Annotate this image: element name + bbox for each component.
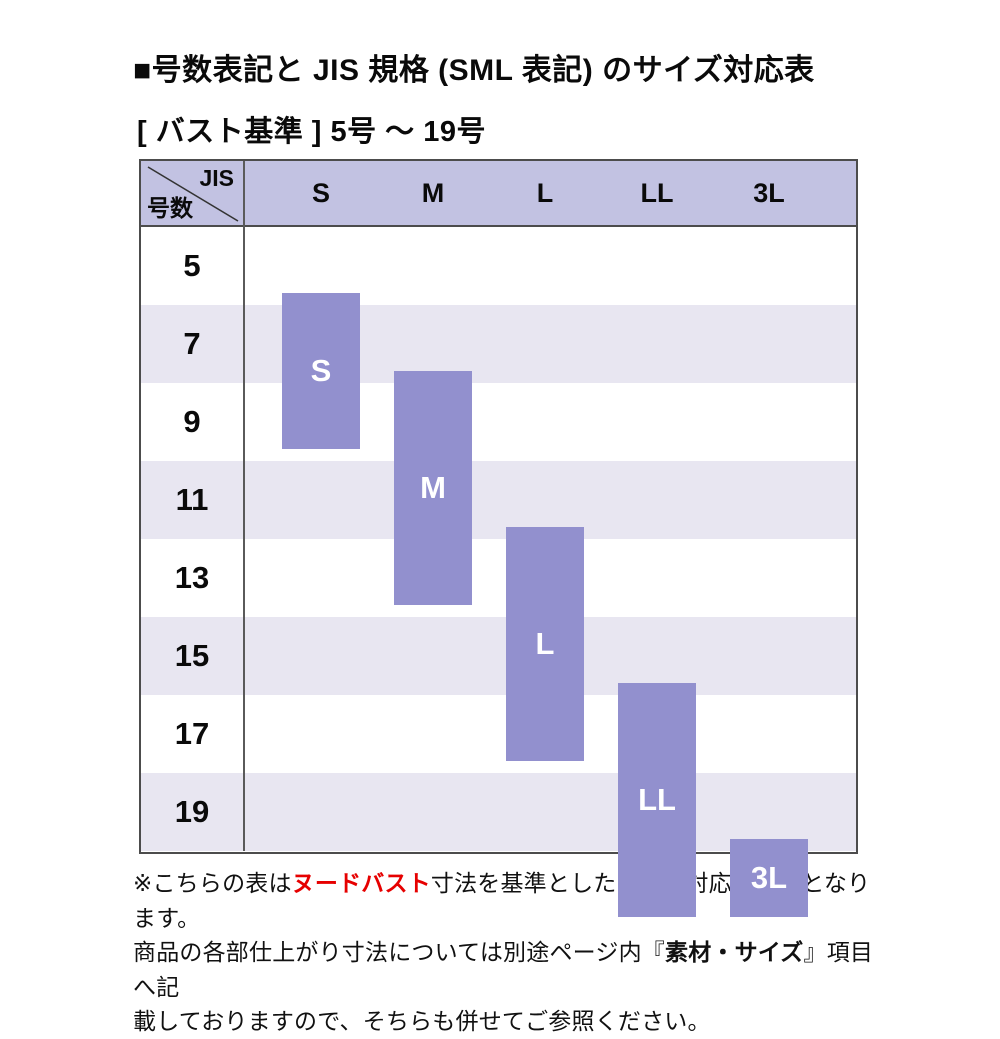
bar-label-l: L (535, 626, 555, 661)
row-label-15: 15 (174, 638, 210, 673)
column-header-s: S (311, 178, 330, 208)
size-span-bar-ll: LL (618, 683, 696, 917)
table-row-11: 11 (141, 461, 856, 539)
table-row-5: 5 (141, 227, 856, 305)
column-header-l: L (536, 178, 554, 208)
size-span-bar-m: M (394, 371, 472, 605)
footnote-line-2: 商品の各部仕上がり寸法については別途ページ内『素材・サイズ』項目へ記 (133, 935, 878, 1004)
size-span-bar-l: L (506, 527, 584, 761)
page-title: ■号数表記と JIS 規格 (SML 表記) のサイズ対応表 (133, 54, 815, 87)
table-header-row: JIS 号数 S M L LL 3L (141, 161, 856, 227)
corner-label-gosu: 号数 (147, 195, 193, 221)
first-column-separator (243, 161, 245, 851)
table-row-9: 9 (141, 383, 856, 461)
row-label-17: 17 (174, 716, 210, 751)
row-label-9: 9 (183, 404, 201, 439)
bar-label-m: M (420, 470, 446, 505)
table-body: 5 7 9 11 13 15 17 19 S M L LL 3L (141, 161, 856, 917)
table-row-13: 13 (141, 539, 856, 617)
footnote-line1-prefix: ※こちらの表は (133, 870, 292, 896)
footnote-bold-material-size: 素材・サイズ (665, 939, 804, 965)
footnote-highlight-nude-bust: ヌードバスト (291, 870, 431, 896)
size-span-bar-s: S (282, 293, 360, 449)
column-header-m: M (421, 178, 445, 208)
table-row-19: 19 (141, 773, 856, 851)
size-span-bar-3l: 3L (730, 839, 808, 917)
page-subtitle: [ バスト基準 ] 5号 〜 19号 (137, 116, 486, 148)
footnote-line2-suffix: 』項目へ記 (133, 939, 874, 1000)
column-header-3l: 3L (753, 178, 785, 208)
footnote-line-3: 載しておりますので、そちらも併せてご参照ください。 (133, 1008, 711, 1034)
bar-label-3l: 3L (750, 860, 788, 895)
bar-label-ll: LL (638, 782, 676, 817)
corner-cell: JIS 号数 (141, 161, 243, 225)
row-label-11: 11 (175, 482, 209, 517)
table-row-15: 15 (141, 617, 856, 695)
row-label-13: 13 (174, 560, 210, 595)
row-label-5: 5 (183, 248, 201, 283)
diagonal-divider-line (147, 166, 239, 222)
size-correspondence-table: JIS 号数 S M L LL 3L 5 7 9 11 13 15 17 19 … (139, 159, 858, 917)
row-label-19: 19 (174, 794, 210, 829)
table-row-17: 17 (141, 695, 856, 773)
column-header-ll: LL (640, 178, 674, 208)
row-label-7: 7 (183, 326, 201, 361)
corner-label-jis: JIS (199, 165, 234, 191)
bar-label-s: S (310, 353, 332, 388)
table-row-7: 7 (141, 305, 856, 383)
footnote-line2-prefix: 商品の各部仕上がり寸法については別途ページ内『 (133, 939, 665, 965)
